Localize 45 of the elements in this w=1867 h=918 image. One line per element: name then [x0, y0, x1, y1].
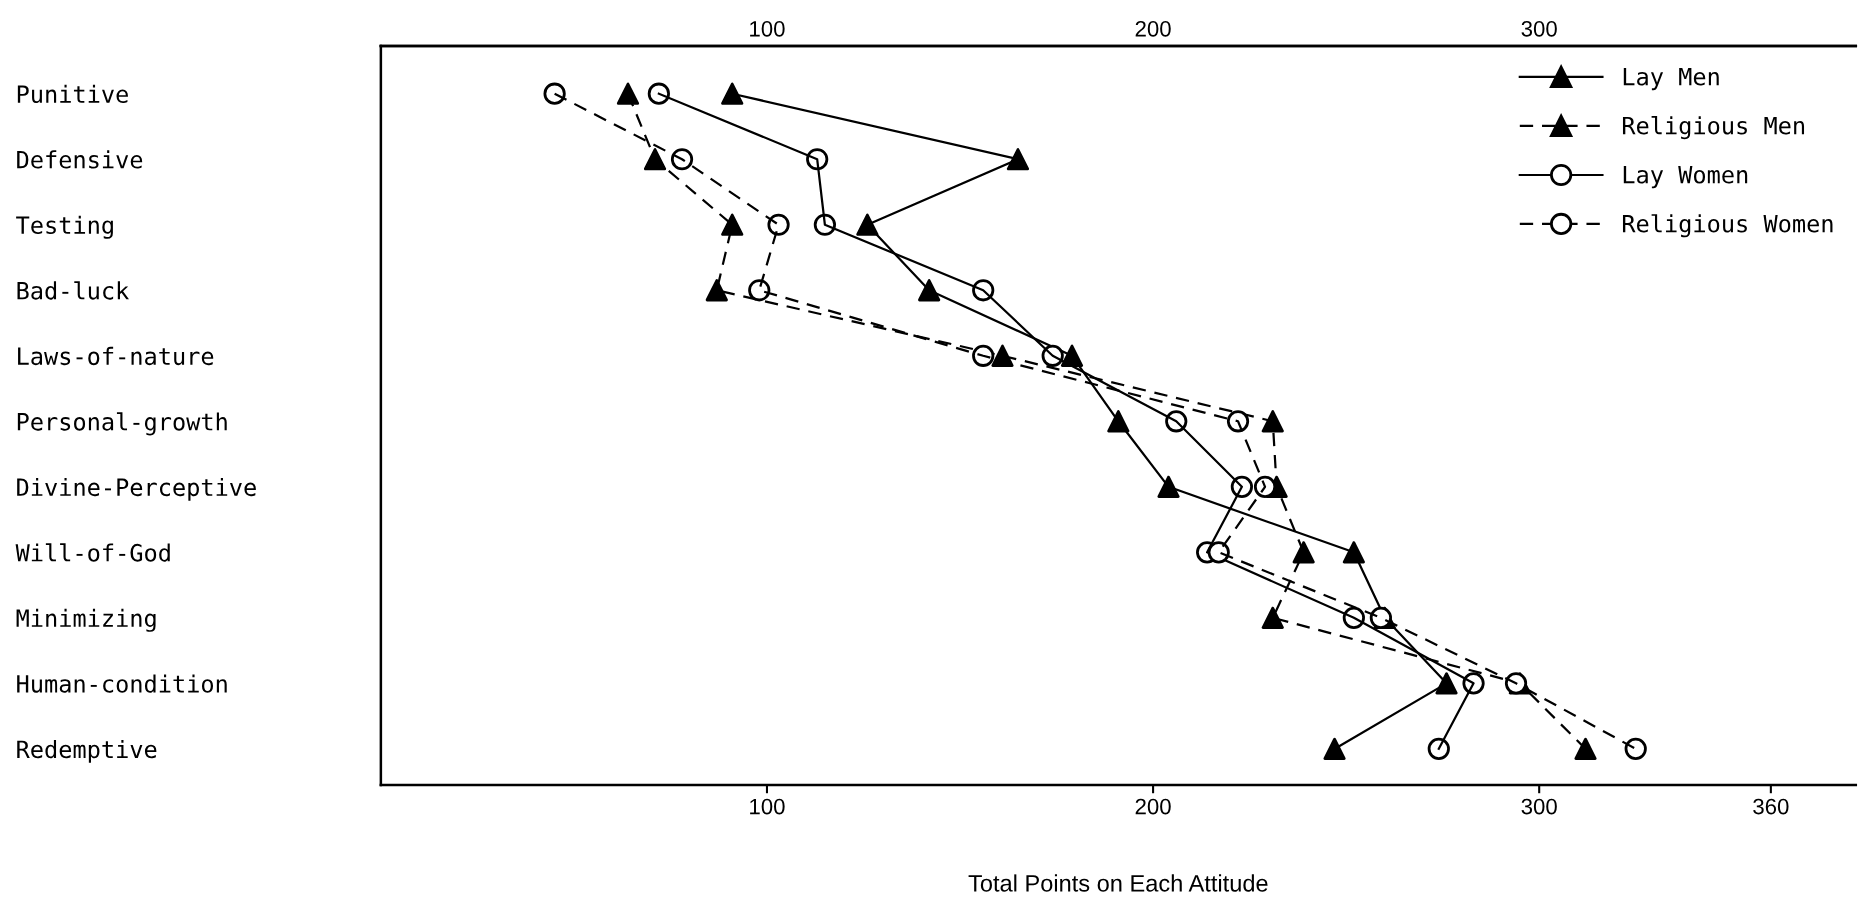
x-tick-label: 300 — [1521, 798, 1557, 815]
point — [1253, 475, 1277, 498]
y-tick-label: Defensive — [17, 150, 143, 169]
x2-tick-label: 300 — [1521, 20, 1557, 37]
y-tick-label: Minimizing — [16, 608, 156, 632]
point — [647, 82, 670, 105]
point — [670, 148, 694, 171]
x2-tick-label: 100 — [750, 20, 785, 37]
legend-label: Lay Women — [1623, 166, 1748, 189]
point — [543, 82, 566, 105]
y-tick-label: Human-condition — [17, 674, 227, 693]
point — [721, 213, 744, 236]
point — [616, 82, 640, 105]
point — [748, 279, 771, 302]
point — [1226, 410, 1250, 433]
point — [1261, 606, 1284, 629]
legend-label: Religious Women — [1622, 214, 1833, 238]
y-tick-label: Bad-luck — [17, 281, 129, 300]
y-tick-label: Testing — [16, 215, 113, 239]
point — [643, 148, 667, 171]
y-tick-label: Laws-of-nature — [18, 346, 214, 366]
legend-label: Religious Men — [1622, 116, 1805, 140]
y-tick-label: Personal-growth — [17, 412, 227, 436]
y-tick-label: Redemptive — [17, 739, 157, 763]
point — [1323, 737, 1346, 760]
x-tick-label: 360 — [1753, 798, 1789, 815]
legend-label: Lay Men — [1623, 68, 1719, 91]
point — [1624, 737, 1647, 760]
x-tick-label: 100 — [750, 798, 785, 815]
point — [1574, 737, 1597, 760]
point — [1292, 541, 1315, 564]
x2-tick-label: 200 — [1135, 20, 1171, 37]
y-tick-label: Punitive — [17, 84, 128, 104]
point — [1261, 410, 1284, 433]
point — [767, 213, 790, 236]
x-axis-title: Total Points on Each Attitude — [968, 874, 1268, 892]
point — [972, 344, 995, 367]
y-tick-label: Divine-Perceptive — [17, 477, 256, 501]
point — [1207, 541, 1230, 564]
y-tick-label: Will-of-God — [15, 543, 170, 562]
point — [1157, 475, 1180, 498]
point — [721, 82, 744, 105]
point — [705, 279, 728, 302]
x-tick-label: 200 — [1135, 798, 1171, 815]
point — [1427, 737, 1450, 760]
